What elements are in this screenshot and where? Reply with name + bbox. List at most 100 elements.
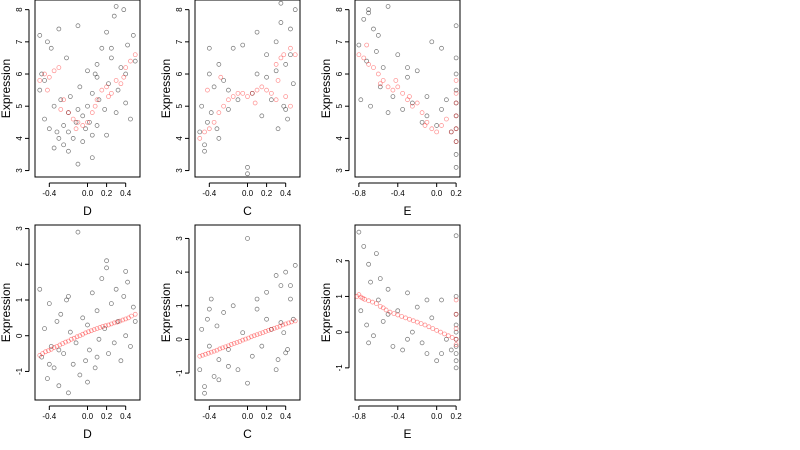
- data-point: [422, 322, 428, 328]
- data-point: [283, 94, 289, 99]
- series-1: [37, 229, 138, 396]
- plot-frame: [194, 224, 301, 401]
- data-point: [123, 65, 129, 70]
- y-axis-title: Expression: [0, 283, 13, 342]
- data-point: [206, 71, 212, 77]
- x-tick-label: 0.0: [431, 412, 443, 421]
- data-point: [89, 132, 95, 138]
- data-point: [57, 342, 63, 348]
- data-point: [354, 294, 360, 299]
- data-point: [113, 4, 119, 9]
- data-point: [273, 68, 279, 74]
- x-tick-label: -0.8: [352, 189, 366, 198]
- data-point: [46, 348, 51, 354]
- data-point: [128, 344, 133, 349]
- data-point: [64, 297, 69, 303]
- data-point: [45, 87, 50, 93]
- data-point: [434, 358, 440, 364]
- data-point: [377, 276, 383, 281]
- data-point: [283, 350, 289, 356]
- data-point: [217, 346, 223, 352]
- data-point: [422, 123, 428, 128]
- data-point: [61, 97, 66, 103]
- data-point: [92, 103, 98, 109]
- data-point: [70, 116, 76, 122]
- data-point: [118, 81, 124, 87]
- series-1: [197, 0, 298, 177]
- data-point: [290, 81, 296, 87]
- data-point: [405, 290, 410, 296]
- data-point: [366, 261, 371, 267]
- data-point: [115, 319, 121, 324]
- data-point: [434, 328, 440, 333]
- data-point: [249, 353, 255, 359]
- data-point: [104, 258, 109, 264]
- data-point: [75, 229, 81, 235]
- x-axis-title: D: [83, 204, 92, 218]
- data-point: [202, 390, 207, 396]
- data-point: [102, 107, 108, 112]
- data-point: [230, 94, 236, 99]
- x-axis-title: E: [403, 427, 411, 441]
- data-point: [380, 65, 386, 70]
- data-point: [288, 283, 293, 288]
- data-point: [283, 62, 289, 67]
- data-point: [214, 323, 220, 329]
- data-point: [390, 344, 396, 349]
- data-point: [380, 319, 386, 324]
- data-point: [91, 327, 97, 332]
- data-point: [51, 365, 57, 371]
- data-point: [70, 361, 76, 367]
- data-point: [429, 315, 435, 321]
- data-point: [75, 161, 81, 167]
- data-point: [453, 297, 459, 303]
- series-1: [356, 229, 459, 371]
- data-point: [118, 358, 124, 364]
- y-tick-label: -1: [15, 367, 24, 375]
- data-point: [42, 71, 47, 77]
- data-point: [283, 107, 289, 112]
- data-point: [216, 377, 222, 383]
- y-tick-label: 5: [335, 103, 344, 108]
- data-point: [89, 90, 95, 96]
- data-point: [240, 90, 246, 96]
- data-point: [419, 110, 425, 115]
- data-point: [200, 352, 205, 358]
- data-point: [89, 155, 95, 161]
- series-1: [37, 4, 138, 167]
- data-point: [106, 81, 111, 87]
- data-point: [208, 110, 214, 115]
- data-point: [56, 26, 62, 32]
- data-point: [410, 329, 415, 335]
- data-point: [85, 103, 90, 109]
- data-point: [453, 164, 459, 170]
- data-point: [245, 164, 250, 170]
- data-point: [67, 94, 73, 99]
- data-point: [453, 139, 459, 144]
- data-point: [121, 7, 127, 13]
- data-point: [111, 340, 117, 346]
- data-point: [61, 123, 66, 128]
- data-point: [94, 326, 100, 331]
- data-point: [240, 42, 246, 48]
- data-point: [51, 68, 57, 74]
- data-point: [380, 305, 386, 311]
- data-point: [362, 296, 368, 302]
- data-point: [245, 94, 250, 99]
- data-point: [405, 97, 410, 103]
- y-tick-label: 4: [335, 136, 344, 141]
- series-2: [354, 292, 459, 347]
- data-point: [269, 90, 274, 96]
- data-point: [220, 345, 226, 351]
- data-point: [407, 94, 412, 99]
- data-point: [445, 333, 451, 339]
- x-tick-label: 0.4: [280, 412, 292, 421]
- y-tick-label: -1: [175, 369, 184, 377]
- data-point: [83, 358, 88, 364]
- data-point: [288, 103, 293, 109]
- data-point: [113, 78, 119, 83]
- data-point: [444, 116, 449, 122]
- data-point: [99, 87, 105, 93]
- data-point: [85, 68, 90, 74]
